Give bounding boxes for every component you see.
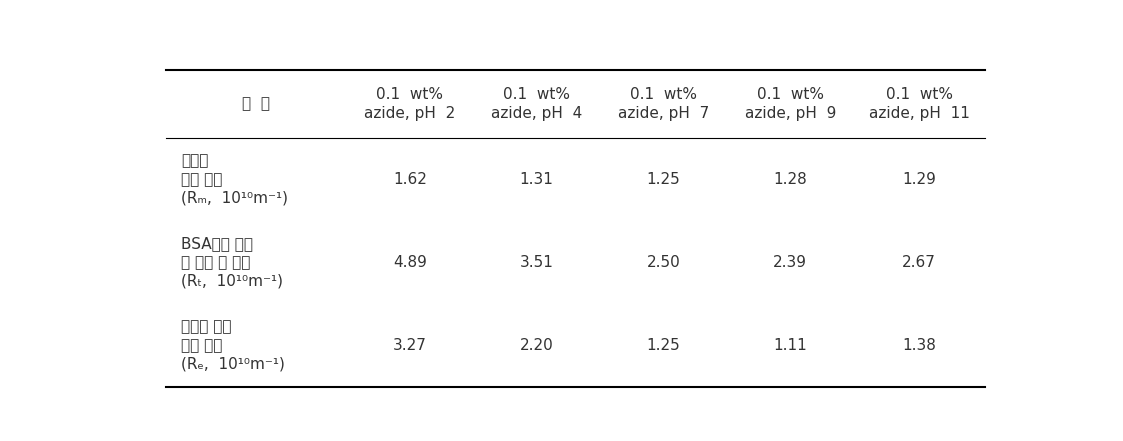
Text: azide, pH  2: azide, pH 2 (364, 106, 456, 121)
Text: 시 전체 막 저항: 시 전체 막 저항 (181, 255, 250, 270)
Text: 1.38: 1.38 (902, 338, 937, 353)
Text: 1.28: 1.28 (774, 172, 807, 187)
Text: 2.20: 2.20 (520, 338, 554, 353)
Text: 1.62: 1.62 (393, 172, 427, 187)
Text: 분리막: 분리막 (181, 153, 208, 168)
Text: 1.25: 1.25 (647, 172, 681, 187)
Text: azide, pH  11: azide, pH 11 (869, 106, 969, 121)
Text: 0.1  wt%: 0.1 wt% (630, 87, 697, 102)
Text: 1.11: 1.11 (774, 338, 807, 353)
Text: 분리막 전체: 분리막 전체 (181, 320, 231, 335)
Text: (Rₑ,  10¹⁰m⁻¹): (Rₑ, 10¹⁰m⁻¹) (181, 357, 285, 372)
Text: 3.51: 3.51 (520, 255, 554, 270)
Text: azide, pH  9: azide, pH 9 (745, 106, 836, 121)
Text: 1.31: 1.31 (520, 172, 554, 187)
Text: 1.29: 1.29 (902, 172, 937, 187)
Text: 2.39: 2.39 (774, 255, 807, 270)
Text: azide, pH  7: azide, pH 7 (618, 106, 709, 121)
Text: 2.67: 2.67 (902, 255, 937, 270)
Text: 0.1  wt%: 0.1 wt% (886, 87, 952, 102)
Text: BSA용액 투과: BSA용액 투과 (181, 236, 253, 251)
Text: 4.89: 4.89 (393, 255, 427, 270)
Text: 3.27: 3.27 (393, 338, 427, 353)
Text: 0.1  wt%: 0.1 wt% (376, 87, 444, 102)
Text: (Rₘ,  10¹⁰m⁻¹): (Rₘ, 10¹⁰m⁻¹) (181, 191, 287, 206)
Text: 0.1  wt%: 0.1 wt% (503, 87, 570, 102)
Text: 1.25: 1.25 (647, 338, 681, 353)
Text: (Rₜ,  10¹⁰m⁻¹): (Rₜ, 10¹⁰m⁻¹) (181, 274, 283, 289)
Text: 0.1  wt%: 0.1 wt% (757, 87, 824, 102)
Text: 고유 저항: 고유 저항 (181, 172, 222, 187)
Text: 2.50: 2.50 (647, 255, 681, 270)
Text: 오염 저항: 오염 저항 (181, 338, 222, 353)
Text: 구  분: 구 분 (243, 96, 271, 112)
Text: azide, pH  4: azide, pH 4 (491, 106, 583, 121)
